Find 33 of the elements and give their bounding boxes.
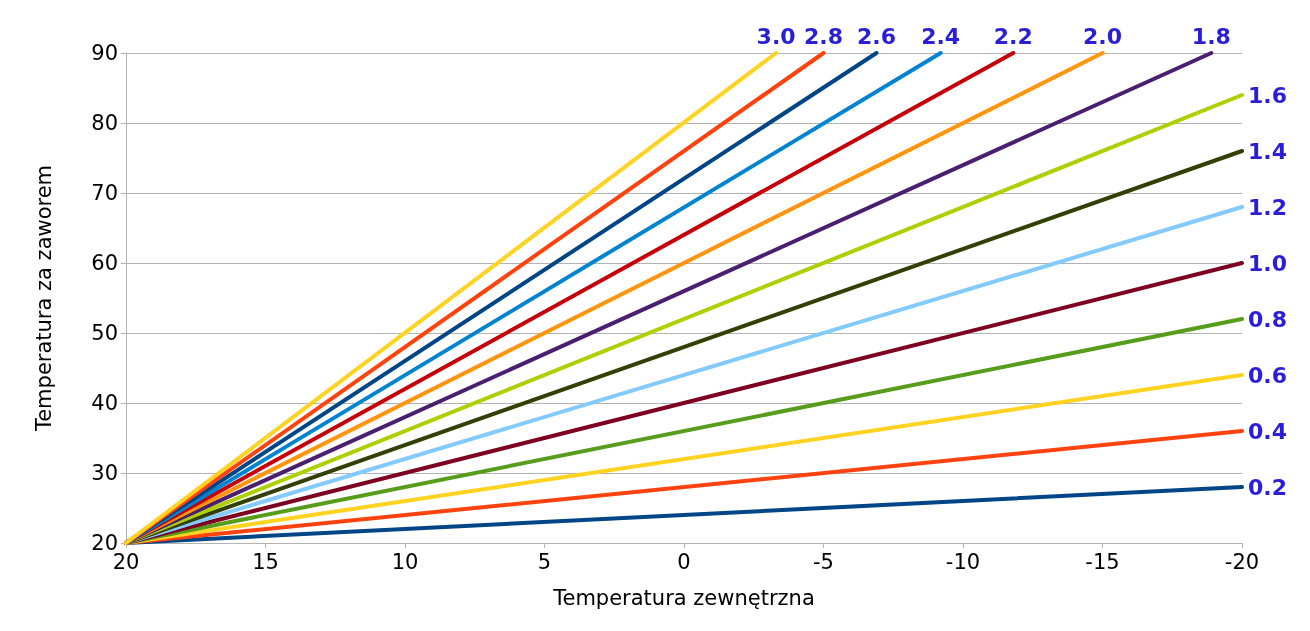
series-label: 2.0: [1083, 23, 1122, 49]
y-tick-label: 70: [91, 181, 118, 205]
y-tick-label: 40: [91, 391, 118, 415]
series-label: 2.6: [857, 23, 896, 49]
series-label: 1.8: [1191, 23, 1231, 49]
series-label: 0.8: [1248, 306, 1287, 332]
x-tick-label: 5: [537, 549, 552, 574]
x-tick-label: 15: [252, 549, 279, 574]
series-label: 0.2: [1248, 474, 1287, 500]
y-tick-label: 60: [91, 251, 118, 275]
y-tick-label: 50: [91, 321, 118, 345]
x-tick-label: 20: [112, 549, 140, 574]
series-label: 2.4: [921, 23, 961, 49]
y-tick-label: 80: [91, 111, 118, 135]
x-tick-label: -10: [945, 549, 981, 574]
x-tick-label: 0: [677, 549, 691, 574]
series-label: 1.0: [1248, 250, 1287, 276]
series-label: 0.6: [1248, 362, 1287, 388]
y-axis-title: Temperatura za zaworem: [31, 164, 56, 433]
series-label: 1.4: [1248, 138, 1287, 164]
series-label: 1.6: [1248, 82, 1287, 108]
series-label: 1.2: [1248, 194, 1287, 220]
x-tick-label: 10: [391, 549, 419, 574]
series-label: 0.4: [1248, 418, 1287, 444]
x-tick-label: -5: [813, 549, 834, 574]
x-tick-label: -20: [1224, 549, 1260, 574]
x-axis-title: Temperatura zewnętrzna: [552, 585, 815, 610]
series-label: 2.2: [993, 23, 1033, 49]
y-tick-label: 90: [91, 41, 118, 65]
series-label: 3.0: [756, 23, 796, 49]
y-tick-label: 30: [91, 461, 118, 485]
x-tick-label: -15: [1085, 549, 1120, 574]
series-label: 2.8: [804, 23, 843, 49]
